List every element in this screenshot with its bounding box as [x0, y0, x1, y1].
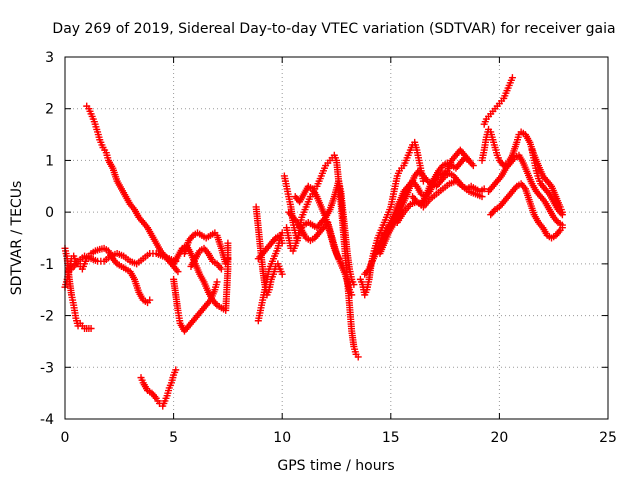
y-tick-label: 3 [45, 50, 54, 66]
data-point-s26 [558, 211, 566, 219]
data-point-s6 [224, 239, 232, 247]
x-tick-label: 0 [61, 430, 70, 446]
x-tick-label: 25 [599, 430, 617, 446]
data-point-s13 [354, 353, 362, 361]
x-tick-label: 20 [490, 430, 508, 446]
data-point-s14 [350, 281, 358, 289]
y-tick-label: 1 [45, 153, 54, 169]
data-points [61, 74, 566, 410]
data-point-s16 [335, 255, 343, 263]
data-point-s8 [224, 255, 232, 263]
y-tick-label: -4 [40, 412, 54, 428]
data-point-s25 [558, 224, 566, 232]
data-point-s2 [146, 296, 154, 304]
y-tick-label: 0 [45, 205, 54, 221]
y-tick-label: -1 [40, 257, 54, 273]
data-point-s5 [172, 366, 180, 374]
y-tick-label: 2 [45, 102, 54, 118]
data-point-s15 [348, 291, 356, 299]
x-tick-label: 5 [169, 430, 178, 446]
x-tick-label: 15 [382, 430, 400, 446]
chart-title: Day 269 of 2019, Sidereal Day-to-day VTE… [52, 21, 615, 37]
data-point-s22 [508, 74, 516, 82]
data-point-s21 [469, 162, 477, 170]
grid-lines [65, 57, 608, 419]
data-point-s7 [213, 278, 221, 286]
data-point-s20 [478, 193, 486, 201]
y-axis: -4 -3 -2 -1 0 1 2 3 [40, 50, 608, 428]
x-axis-label: GPS time / hours [277, 458, 394, 474]
x-tick-label: 10 [273, 430, 291, 446]
data-point-s9 [217, 265, 225, 273]
data-point-s3 [174, 268, 182, 276]
data-point-s19 [480, 185, 488, 193]
data-point-s1 [87, 325, 95, 332]
data-point-s12 [278, 239, 286, 247]
y-tick-label: -3 [40, 360, 54, 376]
plot-frame [64, 56, 609, 420]
y-tick-label: -2 [40, 309, 54, 325]
y-axis-label: SDTVAR / TECUs [9, 181, 25, 296]
data-point-s10 [278, 270, 286, 278]
